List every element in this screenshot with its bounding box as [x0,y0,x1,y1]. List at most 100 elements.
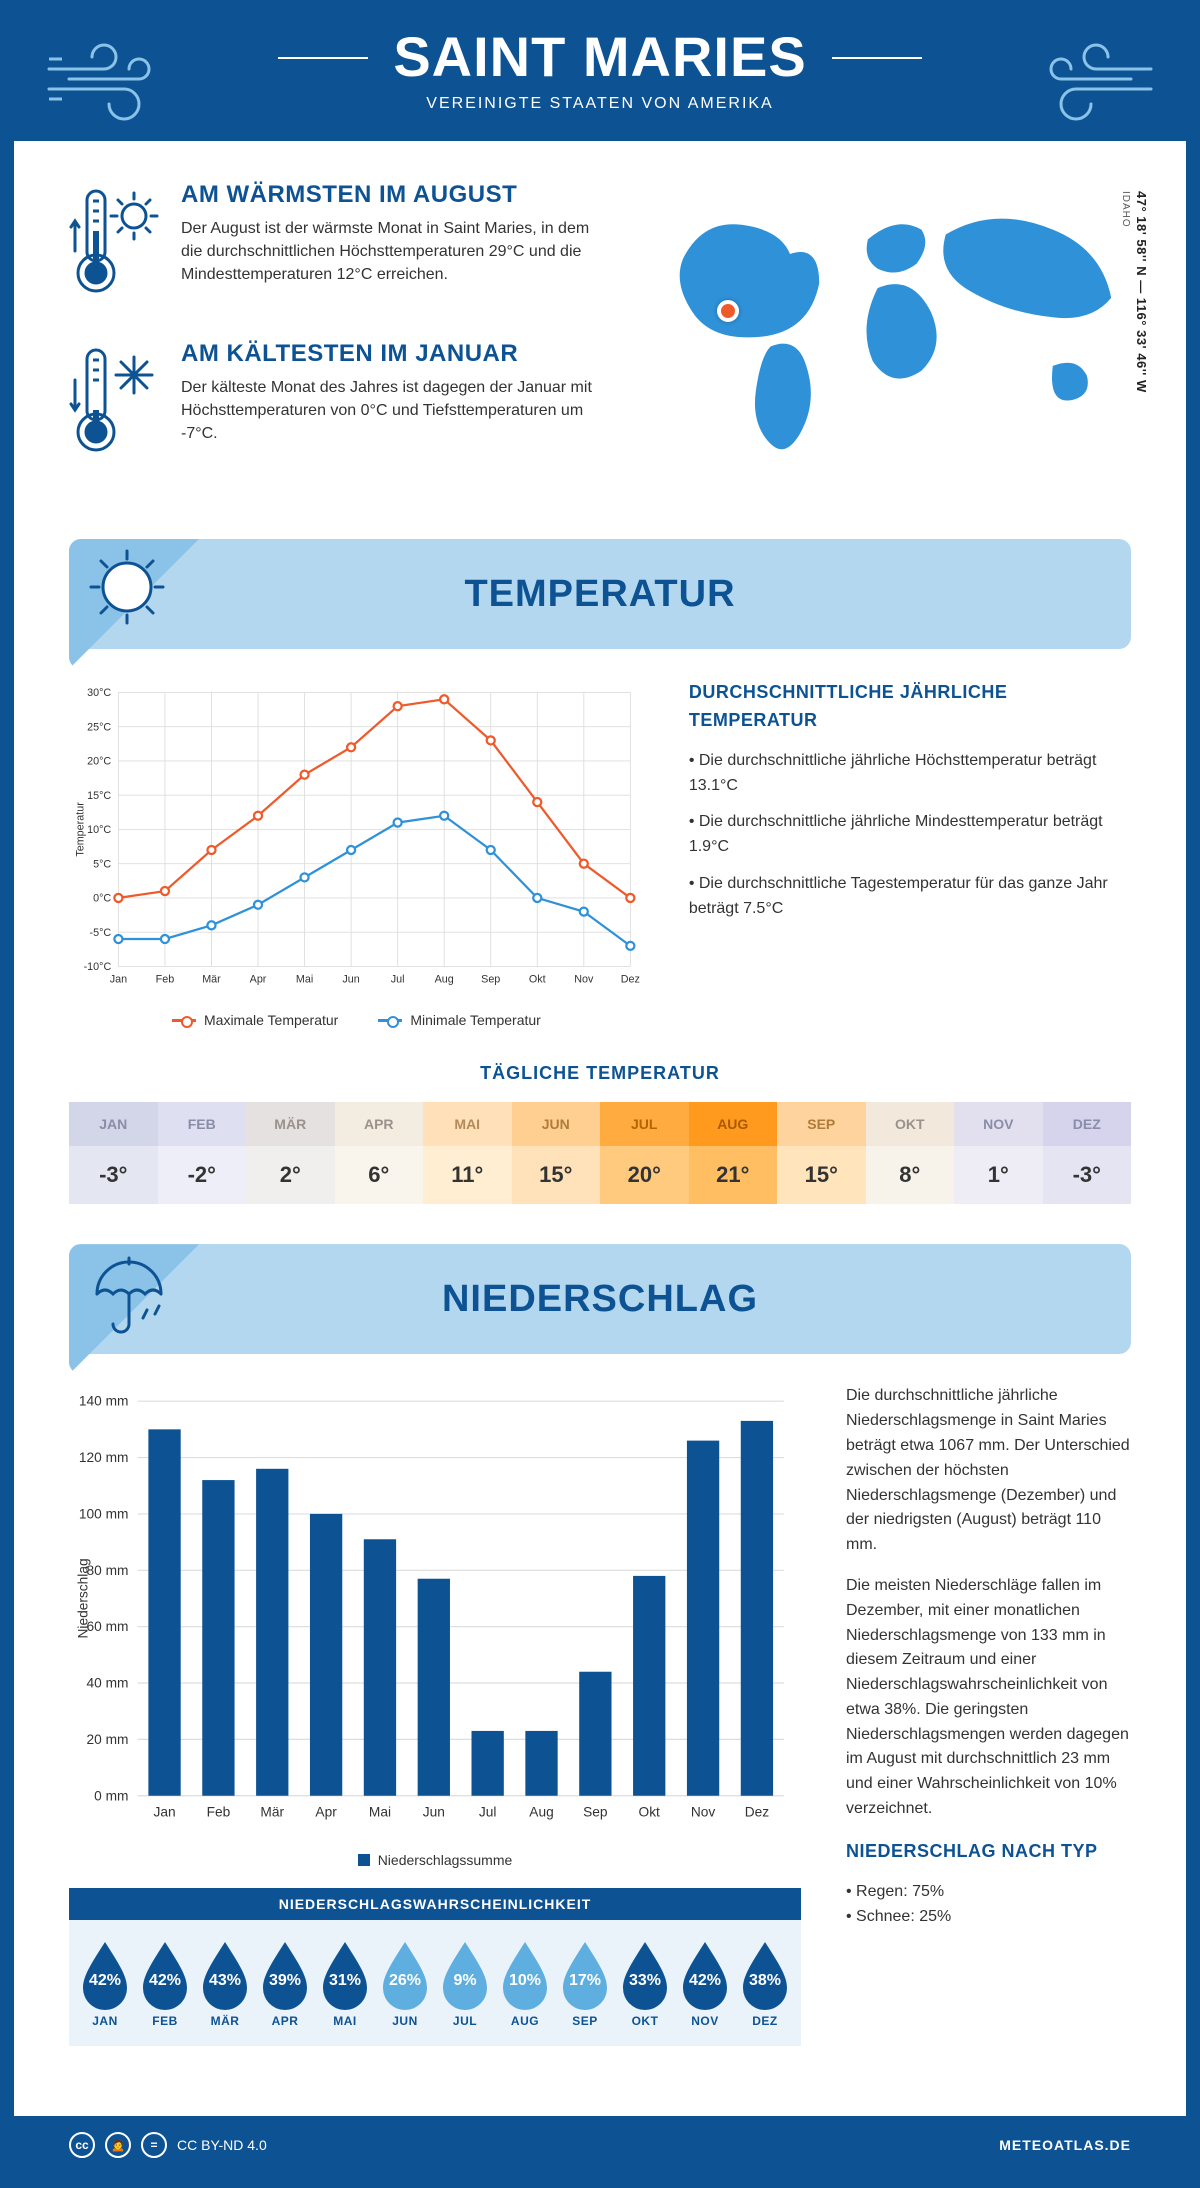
svg-text:60 mm: 60 mm [87,1620,129,1635]
svg-text:Mär: Mär [202,974,221,986]
svg-text:Jan: Jan [110,974,127,986]
fact-cold-title: AM KÄLTESTEN IM JANUAR [181,340,604,368]
temp-col: JAN -3° [69,1102,158,1204]
svg-text:Feb: Feb [156,974,175,986]
svg-text:Jul: Jul [479,1805,497,1820]
state-label: IDAHO [1120,191,1131,228]
probability-drop: 42% JAN [75,1938,135,2028]
svg-text:30°C: 30°C [87,687,111,699]
page-title: SAINT MARIES [393,24,806,89]
probability-drop: 10% AUG [495,1938,555,2028]
svg-text:80 mm: 80 mm [87,1563,129,1578]
precip-by-type: • Regen: 75% [846,1880,1131,1905]
temp-col: OKT 8° [866,1102,955,1204]
svg-text:Feb: Feb [207,1805,231,1820]
legend-max-label: Maximale Temperatur [204,1012,338,1028]
svg-text:10°C: 10°C [87,824,111,836]
page-header: SAINT MARIES VEREINIGTE STAATEN VON AMER… [14,14,1186,141]
svg-text:Jun: Jun [423,1805,445,1820]
page-subtitle: VEREINIGTE STAATEN VON AMERIKA [14,95,1186,113]
temperature-title: TEMPERATUR [69,573,1131,616]
svg-text:Okt: Okt [639,1805,661,1820]
probability-drop: 38% DEZ [735,1938,795,2028]
svg-text:Apr: Apr [315,1805,337,1820]
svg-text:Jan: Jan [153,1805,175,1820]
temp-col: APR 6° [335,1102,424,1204]
fact-cold: AM KÄLTESTEN IM JANUAR Der kälteste Mona… [69,340,604,465]
svg-text:15°C: 15°C [87,790,111,802]
svg-text:Dez: Dez [621,974,640,986]
precipitation-banner: NIEDERSCHLAG [69,1244,1131,1354]
page-frame: SAINT MARIES VEREINIGTE STAATEN VON AMER… [0,0,1200,2188]
svg-text:Jun: Jun [342,974,359,986]
svg-text:Niederschlag: Niederschlag [75,1559,90,1639]
svg-text:Sep: Sep [583,1805,608,1820]
temp-col: NOV 1° [954,1102,1043,1204]
svg-text:-5°C: -5°C [90,927,112,939]
probability-drop: 39% APR [255,1938,315,2028]
probability-drop: 42% NOV [675,1938,735,2028]
precipitation-legend: Niederschlagssumme [69,1852,801,1868]
temp-col: JUN 15° [512,1102,601,1204]
umbrella-icon [87,1252,172,1342]
precipitation-title: NIEDERSCHLAG [69,1278,1131,1321]
daily-temperature-table: JAN -3° FEB -2° MÄR 2° APR 6° MAI 11° JU… [69,1102,1131,1204]
temp-col: SEP 15° [777,1102,866,1204]
legend-min-label: Minimale Temperatur [410,1012,540,1028]
svg-text:20 mm: 20 mm [87,1732,129,1747]
temp-bullet: • Die durchschnittliche jährliche Höchst… [689,749,1131,799]
page-content: AM WÄRMSTEN IM AUGUST Der August ist der… [14,141,1186,2076]
precipitation-row: 0 mm20 mm40 mm60 mm80 mm100 mm120 mm140 … [69,1384,1131,2046]
temp-bullet: • Die durchschnittliche Tagestemperatur … [689,872,1131,922]
svg-text:Jul: Jul [391,974,405,986]
svg-text:Mär: Mär [260,1805,284,1820]
svg-text:Mai: Mai [296,974,313,986]
probability-drop: 31% MAI [315,1938,375,2028]
svg-text:Dez: Dez [745,1805,770,1820]
svg-text:Sep: Sep [481,974,500,986]
svg-text:Aug: Aug [435,974,454,986]
svg-text:Nov: Nov [691,1805,716,1820]
svg-text:0°C: 0°C [93,893,111,905]
svg-text:0 mm: 0 mm [94,1789,128,1804]
probability-drop: 17% SEP [555,1938,615,2028]
coordinates: 47° 18' 58'' N — 116° 33' 46'' W [1134,191,1149,393]
precipitation-bar-chart: 0 mm20 mm40 mm60 mm80 mm100 mm120 mm140 … [69,1384,801,1842]
wind-icon [44,34,164,129]
temp-col: MAI 11° [423,1102,512,1204]
svg-text:20°C: 20°C [87,756,111,768]
temperature-line-chart: -10°C -5°C 0°C 5°C 10°C 15°C 20°C 25°C 30°C Jan Fe… [69,679,644,1002]
svg-text:-10°C: -10°C [84,961,112,973]
fact-cold-text: Der kälteste Monat des Jahres ist dagege… [181,376,604,446]
probability-drop: 9% JUL [435,1938,495,2028]
svg-text:25°C: 25°C [87,721,111,733]
thermometer-snow-icon [69,340,159,465]
temp-col: FEB -2° [158,1102,247,1204]
temp-col: MÄR 2° [246,1102,335,1204]
temp-col: AUG 21° [689,1102,778,1204]
svg-text:Apr: Apr [250,974,267,986]
fact-warm: AM WÄRMSTEN IM AUGUST Der August ist der… [69,181,604,306]
svg-text:Temperatur: Temperatur [74,802,86,857]
temperature-banner: TEMPERATUR [69,539,1131,649]
thermometer-sun-icon [69,181,159,306]
page-footer: cc 🙍 = CC BY-ND 4.0 METEOATLAS.DE [14,2116,1186,2174]
temp-col: JUL 20° [600,1102,689,1204]
cc-icon: cc [69,2132,95,2158]
temperature-legend: .legend .item:nth-child(1) .swatch::afte… [69,1012,644,1028]
svg-text:100 mm: 100 mm [79,1507,129,1522]
wind-icon [1036,34,1156,129]
site-name: METEOATLAS.DE [999,2137,1131,2153]
precip-paragraph: Die meisten Niederschläge fallen im Deze… [846,1574,1131,1822]
license-text: CC BY-ND 4.0 [177,2137,267,2153]
svg-text:Aug: Aug [529,1805,553,1820]
svg-text:Mai: Mai [369,1805,391,1820]
temp-side-title: DURCHSCHNITTLICHE JÄHRLICHE TEMPERATUR [689,679,1131,735]
probability-drop: 43% MÄR [195,1938,255,2028]
precip-by-type-title: NIEDERSCHLAG NACH TYP [846,1838,1131,1866]
probability-drop: 42% FEB [135,1938,195,2028]
svg-text:5°C: 5°C [93,858,111,870]
sun-icon [87,547,167,632]
nd-icon: = [141,2132,167,2158]
fact-warm-title: AM WÄRMSTEN IM AUGUST [181,181,604,209]
